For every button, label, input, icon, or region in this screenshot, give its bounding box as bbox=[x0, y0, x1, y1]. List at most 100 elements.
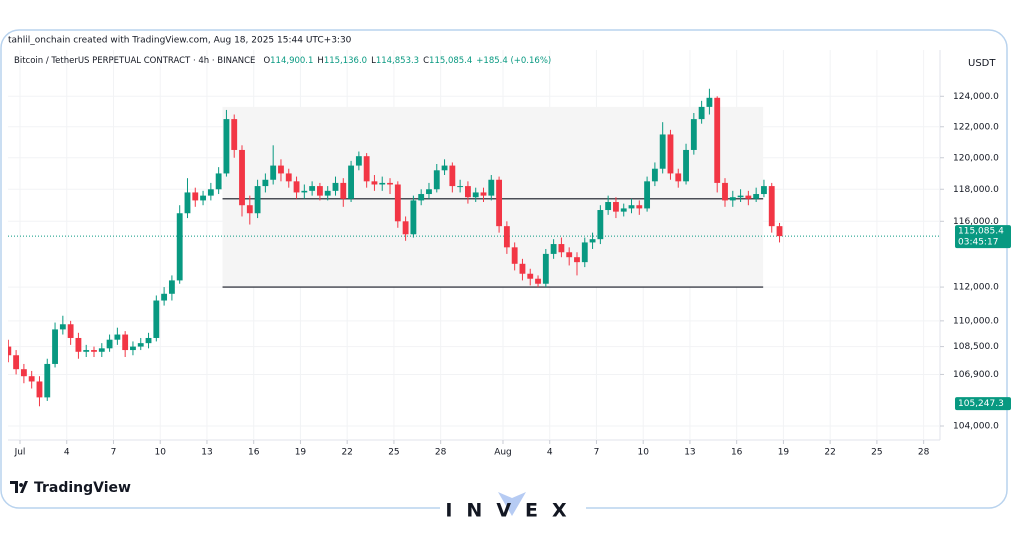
candle-body bbox=[706, 97, 713, 107]
candle-body bbox=[59, 324, 66, 330]
candle-body bbox=[690, 119, 697, 150]
candle-body bbox=[324, 190, 331, 196]
candle-body bbox=[36, 381, 43, 398]
candle-body bbox=[761, 186, 767, 195]
candle-body bbox=[168, 280, 175, 294]
countdown-label: 03:45:17 bbox=[958, 238, 998, 248]
candle-body bbox=[745, 195, 752, 199]
x-tick-label: 28 bbox=[435, 448, 447, 458]
y-tick-label: 108,500.0 bbox=[953, 342, 999, 352]
candle-body bbox=[628, 205, 635, 209]
candle-body bbox=[215, 173, 222, 190]
candle-body bbox=[426, 189, 432, 195]
marker-price-tag bbox=[955, 397, 1011, 411]
candle-body bbox=[130, 346, 136, 351]
candle-body bbox=[387, 182, 393, 185]
brand: TradingView bbox=[34, 480, 131, 496]
candle-body bbox=[316, 186, 323, 196]
candle-body bbox=[75, 337, 82, 352]
marker-price-label: 105,247.3 bbox=[958, 399, 1004, 409]
candle-body bbox=[581, 242, 588, 263]
x-tick-label: 10 bbox=[154, 448, 166, 458]
candle-body bbox=[737, 195, 744, 198]
candle-body bbox=[44, 363, 51, 398]
last-price-tag bbox=[955, 225, 1011, 249]
candle-body bbox=[410, 200, 417, 235]
candle-body bbox=[394, 184, 401, 222]
last-price-label: 115,085.4 bbox=[958, 227, 1004, 237]
y-tick-label: 120,000.0 bbox=[953, 153, 999, 163]
candle-body bbox=[496, 179, 503, 227]
candle-body bbox=[698, 106, 705, 120]
y-tick-label: 112,000.0 bbox=[953, 283, 999, 293]
currency: USDT bbox=[968, 58, 996, 69]
ohlc-key: C bbox=[423, 56, 429, 66]
x-tick-label: 19 bbox=[295, 448, 307, 458]
candle-body bbox=[67, 324, 74, 338]
candle-body bbox=[348, 165, 354, 199]
candle-body bbox=[246, 205, 253, 214]
candle-body bbox=[355, 156, 362, 166]
candle-body bbox=[636, 205, 643, 209]
x-tick-label: 4 bbox=[547, 448, 553, 458]
candle-body bbox=[644, 181, 651, 209]
candle-body bbox=[278, 165, 284, 174]
candle-body bbox=[558, 244, 565, 253]
candle-body bbox=[137, 343, 144, 347]
candle-body bbox=[106, 339, 113, 349]
candle-body bbox=[239, 149, 245, 206]
candle-body bbox=[597, 210, 604, 240]
candle-body bbox=[613, 202, 619, 212]
ohlc-key: O bbox=[263, 56, 270, 66]
candle-body bbox=[511, 247, 518, 264]
candle-body bbox=[574, 257, 580, 263]
candle-body bbox=[200, 195, 206, 201]
candle-body bbox=[20, 369, 27, 377]
candle-body bbox=[207, 189, 214, 196]
candle-body bbox=[176, 213, 183, 281]
candle-body bbox=[722, 182, 728, 201]
candle-body bbox=[542, 253, 549, 284]
ohlc-key: L bbox=[371, 56, 376, 66]
candle-body bbox=[8, 346, 12, 356]
candle-body bbox=[363, 156, 370, 182]
candle-body bbox=[270, 165, 277, 180]
candle-body bbox=[293, 181, 300, 193]
x-tick-label: 22 bbox=[341, 448, 352, 458]
candle-body bbox=[52, 329, 58, 364]
candle-body bbox=[114, 334, 121, 340]
candle-body bbox=[13, 355, 20, 370]
candle-body bbox=[753, 194, 760, 199]
candle-body bbox=[340, 182, 347, 199]
candle-body bbox=[433, 170, 440, 190]
candle-body bbox=[488, 179, 495, 196]
tradingview-logo: TradingView bbox=[10, 480, 131, 496]
x-tick-label: 25 bbox=[871, 448, 882, 458]
x-tick-label: 22 bbox=[824, 448, 835, 458]
plot bbox=[8, 88, 940, 407]
footer-logo-mark bbox=[498, 492, 526, 516]
candle-body bbox=[231, 119, 238, 150]
candle-body bbox=[98, 348, 105, 352]
candle-body bbox=[651, 168, 658, 182]
candle-body bbox=[714, 97, 721, 183]
x-tick-label: Jul bbox=[14, 448, 26, 458]
candle-body bbox=[667, 134, 674, 174]
candle-body bbox=[379, 182, 386, 185]
candle-body bbox=[519, 263, 526, 274]
ohlc-key: H bbox=[317, 56, 323, 66]
x-tick-label: 25 bbox=[388, 448, 399, 458]
ohlc-value: 115,085.4 bbox=[429, 56, 472, 66]
x-tick-label: 19 bbox=[778, 448, 790, 458]
candle-body bbox=[729, 197, 736, 201]
credit: tahlil_onchain created with TradingView.… bbox=[8, 36, 352, 46]
candle-body bbox=[28, 376, 35, 382]
candle-body bbox=[122, 334, 129, 351]
candle-body bbox=[683, 149, 689, 182]
candle-body bbox=[503, 226, 510, 248]
ohlc-value: 114,853.3 bbox=[376, 56, 419, 66]
y-tick-label: 118,000.0 bbox=[953, 185, 999, 195]
x-tick-label: 16 bbox=[731, 448, 743, 458]
candle-body bbox=[605, 202, 612, 211]
